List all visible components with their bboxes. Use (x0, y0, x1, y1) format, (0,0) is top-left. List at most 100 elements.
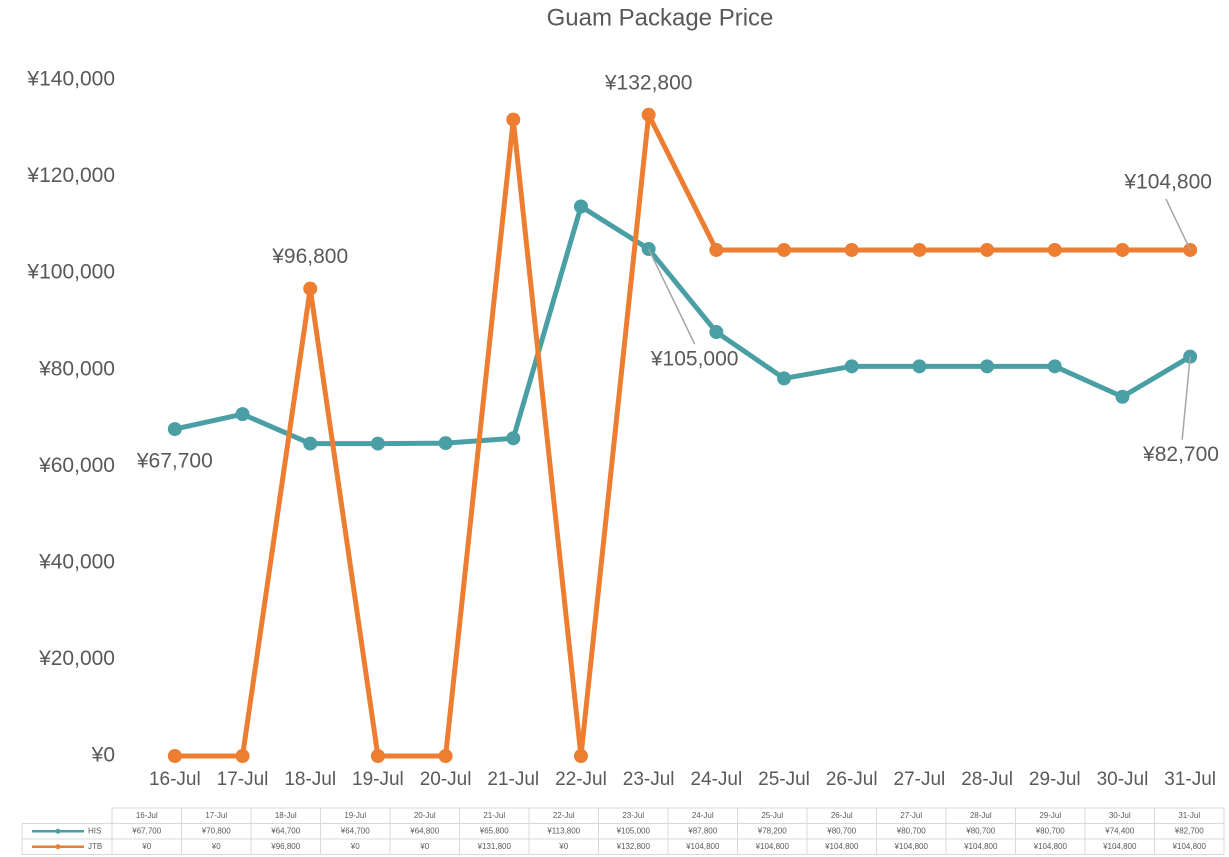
marker (641, 107, 656, 122)
table-header: 30-Jul (1109, 811, 1131, 820)
marker (303, 281, 318, 296)
marker (303, 436, 318, 451)
chart-title: Guam Package Price (547, 4, 774, 31)
table-cell: ¥87,800 (687, 826, 717, 835)
table-header: 23-Jul (622, 811, 644, 820)
marker (167, 422, 182, 437)
marker (777, 242, 792, 257)
legend-marker (55, 828, 61, 834)
table-cell: ¥80,700 (826, 826, 856, 835)
marker (912, 242, 927, 257)
marker (777, 371, 792, 386)
table-cell: ¥80,700 (1035, 826, 1065, 835)
data-label: ¥82,700 (1142, 443, 1219, 466)
table-cell: ¥70,800 (201, 826, 231, 835)
series-line (174, 204, 1192, 447)
x-tick-label: 25-Jul (758, 769, 810, 790)
x-tick-label: 16-Jul (149, 769, 201, 790)
marker (370, 749, 385, 763)
y-tick-label: ¥80,000 (38, 357, 115, 380)
legend-label: HIS (88, 826, 101, 835)
y-tick-label: ¥120,000 (26, 164, 115, 187)
table-cell: ¥104,800 (1033, 842, 1068, 851)
marker (438, 749, 453, 763)
marker (1047, 242, 1062, 257)
table-cell: ¥82,700 (1174, 826, 1204, 835)
x-tick-label: 18-Jul (284, 769, 336, 790)
marker (709, 242, 724, 257)
y-tick-label: ¥20,000 (38, 647, 115, 670)
marker (709, 325, 724, 340)
table-cell: ¥64,700 (340, 826, 370, 835)
table-header: 27-Jul (900, 811, 922, 820)
marker (235, 407, 250, 422)
table-header: 28-Jul (970, 811, 992, 820)
marker (1115, 242, 1130, 257)
y-tick-label: ¥60,000 (38, 454, 115, 477)
table-header: 26-Jul (831, 811, 853, 820)
x-tick-label: 24-Jul (690, 769, 742, 790)
marker (980, 242, 995, 257)
table-header: 29-Jul (1039, 811, 1061, 820)
table-cell: ¥104,800 (963, 842, 998, 851)
x-tick-label: 20-Jul (420, 769, 472, 790)
table-cell: ¥64,800 (409, 826, 439, 835)
y-tick-label: ¥0 (91, 744, 115, 767)
table-cell: ¥104,800 (894, 842, 929, 851)
data-label: ¥105,000 (650, 348, 739, 371)
x-tick-label: 17-Jul (217, 769, 269, 790)
table-cell: ¥104,800 (755, 842, 790, 851)
table-cell: ¥0 (419, 842, 429, 851)
marker (844, 359, 859, 374)
table-cell: ¥104,800 (1102, 842, 1137, 851)
x-tick-label: 30-Jul (1097, 769, 1149, 790)
marker (167, 749, 182, 763)
table-header: 19-Jul (344, 811, 366, 820)
table-cell: ¥132,800 (616, 842, 651, 851)
x-tick-label: 21-Jul (487, 769, 539, 790)
x-tick-label: 29-Jul (1029, 769, 1081, 790)
table-cell: ¥131,800 (477, 842, 512, 851)
table-header: 18-Jul (275, 811, 297, 820)
marker (980, 359, 995, 374)
marker (235, 749, 250, 763)
table-cell: ¥0 (141, 842, 151, 851)
x-tick-label: 22-Jul (555, 769, 607, 790)
marker (573, 199, 588, 214)
legend-marker (55, 844, 61, 850)
x-tick-label: 19-Jul (352, 769, 404, 790)
table-cell: ¥96,800 (270, 842, 300, 851)
table-header: 31-Jul (1178, 811, 1200, 820)
table-cell: ¥78,200 (757, 826, 787, 835)
marker (438, 436, 453, 451)
table-cell: ¥64,700 (270, 826, 300, 835)
x-tick-label: 27-Jul (894, 769, 946, 790)
table-header: 24-Jul (692, 811, 714, 820)
y-tick-label: ¥140,000 (26, 68, 115, 91)
table-header: 17-Jul (205, 811, 227, 820)
table-cell: ¥80,700 (965, 826, 995, 835)
table-cell: ¥104,800 (1172, 842, 1207, 851)
marker (506, 112, 521, 127)
series-line (174, 112, 1191, 759)
table-cell: ¥65,800 (479, 826, 509, 835)
leader-line (1181, 356, 1191, 440)
marker (1115, 389, 1130, 404)
table-cell: ¥0 (558, 842, 568, 851)
table-header: 20-Jul (414, 811, 436, 820)
table-cell: ¥74,400 (1104, 826, 1134, 835)
marker (1047, 359, 1062, 374)
table-cell: ¥0 (350, 842, 360, 851)
table-header: 22-Jul (553, 811, 575, 820)
table-cell: ¥113,800 (546, 826, 580, 835)
leader-line (1165, 198, 1191, 251)
x-tick-label: 23-Jul (623, 769, 675, 790)
x-tick-label: 28-Jul (961, 769, 1013, 790)
y-tick-label: ¥100,000 (26, 261, 115, 284)
table-cell: ¥105,000 (616, 826, 651, 835)
y-tick-label: ¥40,000 (38, 550, 115, 573)
table-cell: ¥80,700 (896, 826, 926, 835)
data-label: ¥132,800 (604, 71, 693, 94)
table-cell: ¥67,700 (131, 826, 161, 835)
